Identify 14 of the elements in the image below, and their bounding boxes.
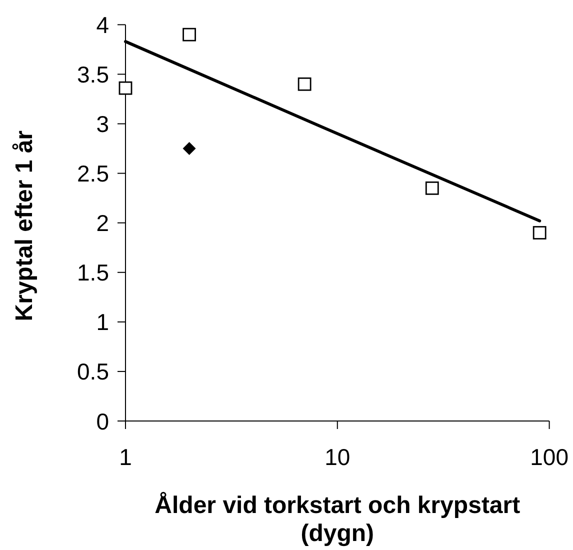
y-tick-label: 4	[96, 12, 110, 38]
y-tick-label: 3.5	[77, 62, 109, 88]
y-tick-label: 2.5	[77, 160, 109, 187]
x-axis-title: Ålder vid torkstart och krypstart (dygn)	[154, 491, 520, 547]
x-tick-label: 100	[530, 444, 568, 470]
x-tick-label: 1	[119, 444, 132, 470]
y-tick-label: 0.5	[77, 358, 109, 385]
y-tick-label: 1.5	[77, 260, 109, 286]
y-axis-title: Kryptal efter 1 år	[11, 130, 38, 322]
y-tick-label: 1	[96, 309, 109, 336]
y-tick-label: 2	[96, 210, 109, 236]
x-tick-label: 10	[324, 444, 350, 470]
y-tick-label: 3	[96, 111, 109, 138]
y-tick-label: 0	[96, 408, 109, 434]
